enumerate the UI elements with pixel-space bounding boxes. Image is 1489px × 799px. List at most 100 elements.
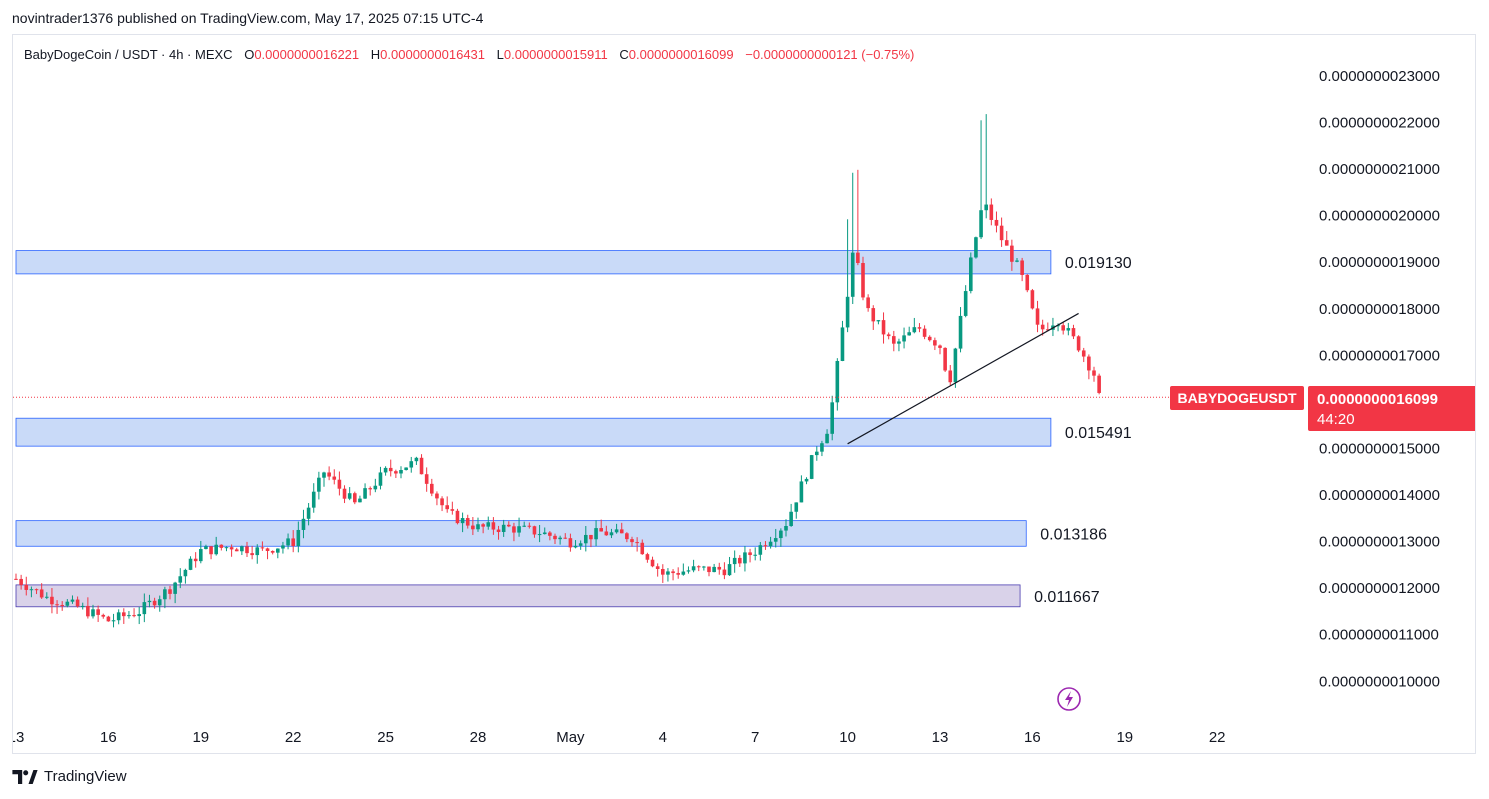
candle-body <box>866 297 870 309</box>
candle-body <box>989 204 994 220</box>
candle-body <box>286 538 290 546</box>
price-tick-label: 0.0000000021000 <box>1319 161 1440 178</box>
candle-body <box>825 433 829 444</box>
time-tick-label: 16 <box>100 729 117 746</box>
candle-body <box>938 345 942 348</box>
candle-body <box>342 488 347 499</box>
high-label: H <box>370 47 381 62</box>
candle-body <box>96 609 100 615</box>
high-value: 0.0000000016431 <box>380 47 486 62</box>
time-tick-label: 4 <box>659 729 667 746</box>
candle-body <box>691 566 696 571</box>
symbol-tag-bg <box>1170 386 1304 410</box>
lightning-icon[interactable] <box>1057 687 1081 711</box>
candle-body <box>881 320 886 335</box>
candle-body <box>1097 375 1101 393</box>
candle-body <box>378 472 383 486</box>
candle-body <box>137 614 141 617</box>
candle-body <box>219 544 224 548</box>
time-tick-label: 22 <box>1209 729 1226 746</box>
price-chart[interactable]: 0.019130 0.015491 0.013186 0.011667 0.00000… <box>13 35 1476 754</box>
candle-body <box>476 524 480 530</box>
candle-body <box>578 543 583 546</box>
candle-body <box>768 541 773 547</box>
zone-rect[interactable] <box>15 520 1027 547</box>
zone-rect[interactable] <box>15 250 1052 275</box>
candle-body <box>984 204 988 211</box>
candle-body <box>86 605 90 617</box>
change-value: −0.0000000000121 (−0.75%) <box>745 47 915 62</box>
candle-body <box>948 370 953 383</box>
candle-body <box>661 569 665 575</box>
chart-panel[interactable]: BabyDogeCoin / USDT · 4h · MEXC O0.00000… <box>12 34 1476 754</box>
candle-body <box>424 474 429 484</box>
candle-body <box>250 553 254 556</box>
candle-body <box>363 488 367 499</box>
zone-label: 0.019130 <box>1065 255 1132 272</box>
candle-body <box>419 457 424 475</box>
candle-body <box>835 360 840 403</box>
candle-body <box>450 509 455 511</box>
candle-body <box>686 570 691 572</box>
candle-body <box>809 455 814 479</box>
candle-body <box>1061 325 1065 331</box>
candle-body <box>696 566 701 568</box>
candle-body <box>1025 274 1030 291</box>
open-value: 0.0000000016221 <box>254 47 360 62</box>
candle-body <box>537 534 542 536</box>
zone-rect[interactable] <box>15 417 1052 447</box>
candle-body <box>409 461 414 468</box>
candle-body <box>337 479 342 489</box>
candle-body <box>1030 290 1035 309</box>
candle-body <box>317 477 321 492</box>
candle-body <box>291 538 295 547</box>
candle-body <box>892 336 896 344</box>
time-axis[interactable]: 13 16 19 22 25 28 May 4 7 10 13 16 19 22 <box>13 729 1226 746</box>
candle-body <box>353 493 357 503</box>
candle-body <box>1040 324 1045 330</box>
price-tick-label: 0.0000000023000 <box>1319 68 1440 85</box>
candle-body <box>127 615 131 617</box>
candle-body <box>650 559 655 567</box>
candle-body <box>1015 260 1019 262</box>
candle-body <box>168 589 172 594</box>
candle-body <box>270 550 275 553</box>
candle-body <box>414 457 419 462</box>
zones-layer: 0.019130 0.015491 0.013186 0.011667 <box>15 250 1132 608</box>
candle-body <box>1046 329 1050 331</box>
candle-body <box>19 578 23 585</box>
candle-body <box>655 566 660 570</box>
candle-body <box>830 402 834 434</box>
candle-body <box>91 609 95 617</box>
low-label: L <box>496 47 504 62</box>
candle-body <box>496 529 501 533</box>
candle-body <box>609 532 614 536</box>
candle-body <box>481 524 485 527</box>
candle-body <box>209 546 213 555</box>
time-tick-label: May <box>556 729 585 746</box>
candle-body <box>486 522 491 527</box>
candle-body <box>394 471 398 474</box>
candle-body <box>1004 240 1009 246</box>
time-tick-label: 25 <box>377 729 394 746</box>
candle-body <box>1087 356 1091 371</box>
candle-body <box>553 535 557 540</box>
candle-body <box>1010 245 1014 262</box>
candle-body <box>512 526 516 533</box>
trendline[interactable] <box>847 312 1079 445</box>
candle-body <box>1076 336 1081 351</box>
zone-rect[interactable] <box>15 584 1021 608</box>
price-axis[interactable]: 0.0000000023000 0.0000000022000 0.00000000… <box>1319 68 1440 690</box>
candle-body <box>152 600 157 606</box>
candle-body <box>542 532 547 535</box>
candle-body <box>399 470 403 474</box>
candle-body <box>234 549 239 552</box>
low-value: 0.0000000015911 <box>503 47 608 62</box>
time-tick-label: 13 <box>932 729 949 746</box>
candle-body <box>471 525 475 530</box>
candle-body <box>132 615 136 617</box>
symbol-title[interactable]: BabyDogeCoin / USDT · 4h · MEXC <box>24 47 233 62</box>
candle-body <box>347 493 352 499</box>
footer-brand: TradingView <box>44 768 127 785</box>
ohlc-legend: BabyDogeCoin / USDT · 4h · MEXC O0.00000… <box>24 47 914 62</box>
